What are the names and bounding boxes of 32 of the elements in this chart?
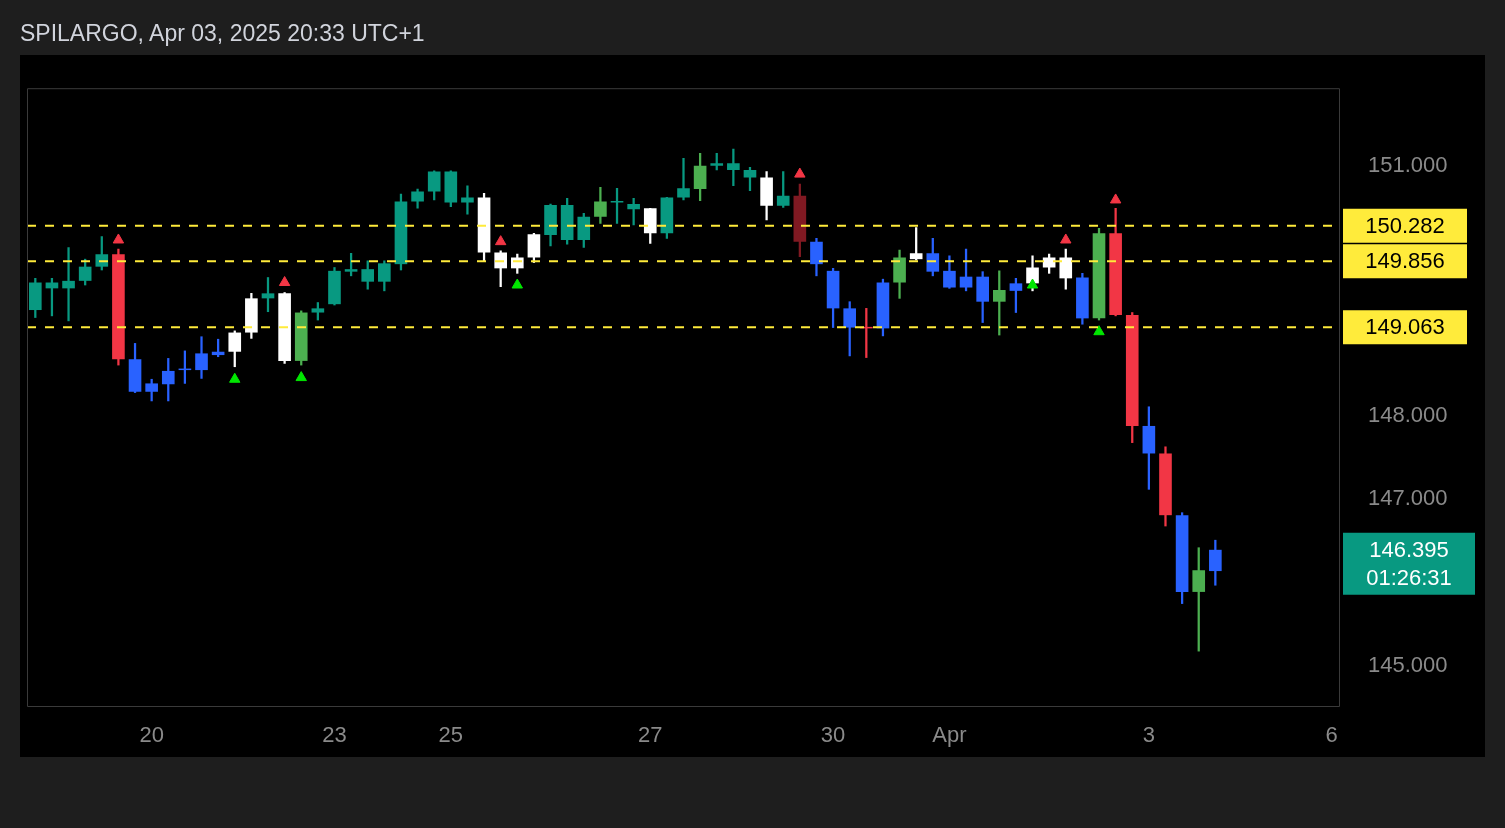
ref-line-label: 149.063 [1365,314,1445,340]
point [794,167,806,178]
x-tick-label: 20 [139,722,164,748]
point [1026,278,1039,289]
point [295,371,307,382]
y-tick-label: 145.000 [1368,652,1448,678]
point [1093,325,1105,336]
text: 01:26:31 [1366,564,1452,590]
x-tick-label: 25 [438,722,464,748]
ref-line-label: 150.282 [1365,212,1445,238]
point [1109,193,1122,204]
y-tick-label: 148.000 [1368,402,1448,428]
point [1060,233,1072,244]
text: 146.395 [1369,536,1449,562]
y-tick-label: 147.000 [1368,485,1448,511]
x-tick-label: 6 [1325,722,1338,748]
ref-line-label: 149.856 [1365,248,1445,274]
candlestick [677,157,690,201]
x-tick-label: 30 [820,722,846,748]
y-tick-label: 151.000 [1368,151,1448,177]
point [511,278,523,289]
chart-title: SPILARGO, Apr 03, 2025 20:33 UTC+1 [20,20,425,47]
point [494,235,507,246]
x-tick-label: 23 [322,722,347,748]
point [229,372,241,383]
candlestick [62,247,75,322]
point [278,276,291,287]
x-tick-label: Apr [932,722,967,748]
candlestick [461,185,474,215]
point [112,233,125,244]
x-tick-label: 27 [638,722,663,748]
x-tick-label: 3 [1142,722,1155,748]
